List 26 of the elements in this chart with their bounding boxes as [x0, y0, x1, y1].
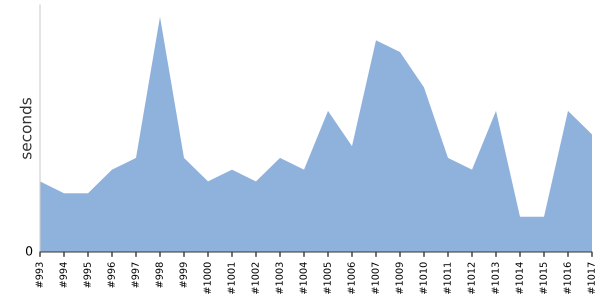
x-tick-label: #1003 — [275, 262, 283, 294]
x-tick-label: #1011 — [443, 262, 451, 294]
x-tick-label: #1009 — [395, 262, 403, 294]
x-tick-label: #1016 — [563, 262, 571, 294]
x-tick-label: #1015 — [539, 262, 547, 294]
x-tick-label: #993 — [35, 262, 43, 288]
x-tick-label: #996 — [107, 262, 115, 288]
x-tick-label: #1010 — [419, 262, 427, 294]
x-tick-label: #1001 — [227, 262, 235, 294]
x-tick-label: #1012 — [467, 262, 475, 294]
x-tick-label: #1014 — [515, 262, 523, 294]
x-tick-label: #998 — [155, 262, 163, 288]
x-tick-label: #1005 — [323, 262, 331, 294]
text: 0 — [26, 246, 32, 256]
x-tick-label: #999 — [179, 262, 187, 288]
x-tick-label: #1007 — [371, 262, 379, 294]
x-tick-label: #1017 — [587, 262, 595, 294]
x-tick-label: #1013 — [491, 262, 499, 294]
x-tick-label: #997 — [131, 262, 139, 288]
x-tick-label: #1000 — [203, 262, 211, 294]
x-tick-label: #1006 — [347, 262, 355, 294]
x-tick-label: #995 — [83, 262, 91, 288]
x-tick-label: #994 — [59, 262, 67, 288]
x-tick-label: #1002 — [251, 262, 259, 294]
x-tick-label: #1004 — [299, 262, 307, 294]
y-axis-title: seconds — [20, 98, 32, 159]
